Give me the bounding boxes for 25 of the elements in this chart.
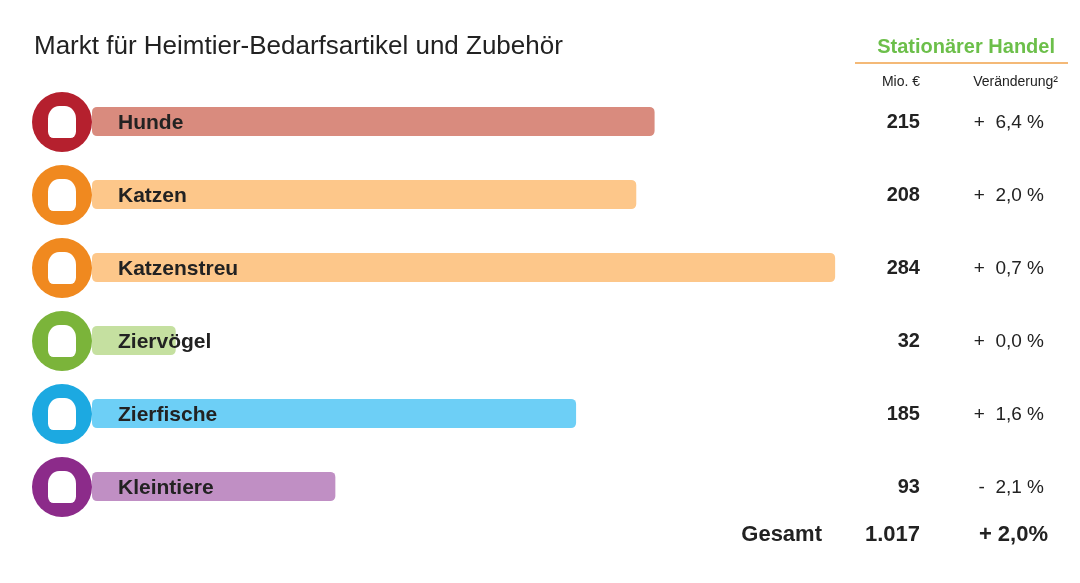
text: + 2,0% (978, 520, 1048, 546)
annotation: Gesamt (741, 520, 823, 546)
text: + 1,6 % (973, 402, 1045, 424)
text: + 0,0 % (973, 329, 1045, 351)
text: + 2,0 % (973, 183, 1045, 205)
y-tick-label: Katzen (118, 183, 187, 207)
text: + 0,7 % (973, 256, 1045, 278)
text: - 2,1 % (978, 475, 1045, 497)
text: Stationärer Handel (877, 34, 1055, 57)
data-label: 284 (886, 256, 921, 279)
text: 1.017 (864, 520, 920, 546)
data-label: 93 (897, 475, 920, 498)
text: Mio. € (881, 72, 921, 89)
data-label: 215 (886, 110, 920, 133)
chart-title: Markt für Heimtier-Bedarfsartikel und Zubehör (34, 30, 564, 61)
y-tick-label: Ziervögel (118, 329, 212, 353)
text: Veränderung² (973, 72, 1059, 89)
data-label: 32 (897, 329, 920, 352)
y-tick-label: Katzenstreu (118, 256, 239, 280)
data-label: 185 (886, 402, 920, 425)
y-tick-label: Hunde (118, 110, 184, 134)
text: + 6,4 % (973, 110, 1045, 132)
data-label: 208 (886, 183, 920, 206)
y-tick-label: Zierfische (118, 402, 218, 426)
y-tick-label: Kleintiere (118, 475, 214, 499)
